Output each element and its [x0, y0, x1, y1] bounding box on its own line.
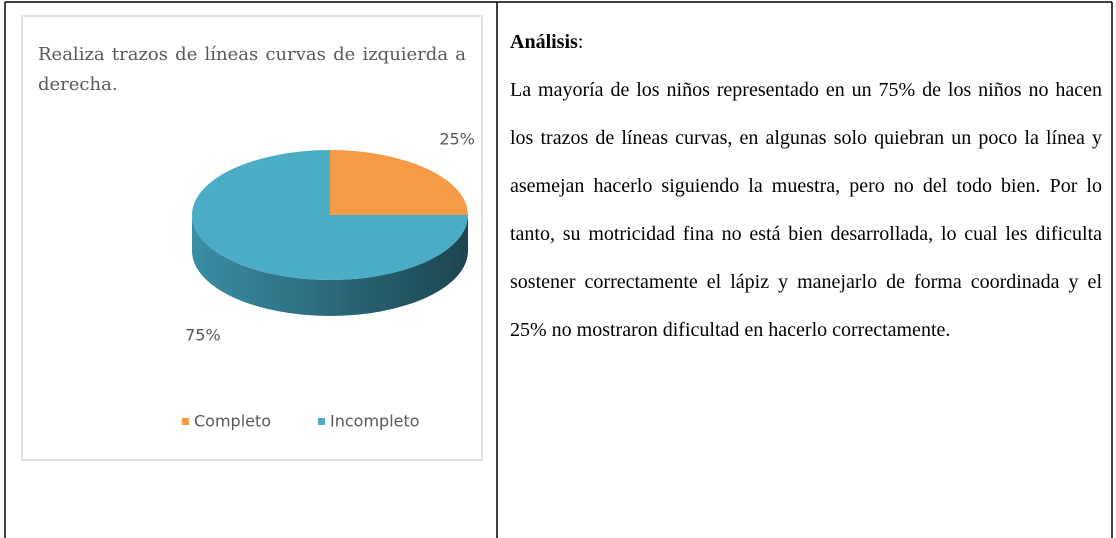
pie-chart: 25% 75% Completo Incompleto: [182, 129, 475, 431]
pie-side: [192, 215, 468, 316]
analysis: Análisis: La mayoría de los niños repres…: [510, 18, 1102, 354]
heading-suffix: :: [577, 31, 584, 53]
pie-slice: [192, 150, 468, 280]
legend-swatch: [318, 418, 325, 425]
pie-slice: [330, 150, 468, 215]
chart-title: Realiza trazos de líneas curvas de izqui…: [38, 44, 466, 95]
heading: Análisis: [510, 31, 578, 53]
data-label: 75%: [185, 326, 221, 345]
analysis-heading: Análisis:: [510, 18, 1102, 66]
legend-label: Incompleto: [330, 412, 420, 431]
legend-swatch: [182, 418, 189, 425]
data-label: 25%: [439, 129, 475, 148]
analysis-text: La mayoría de los niños representado en …: [510, 79, 1102, 341]
legend-label: Completo: [194, 412, 271, 431]
